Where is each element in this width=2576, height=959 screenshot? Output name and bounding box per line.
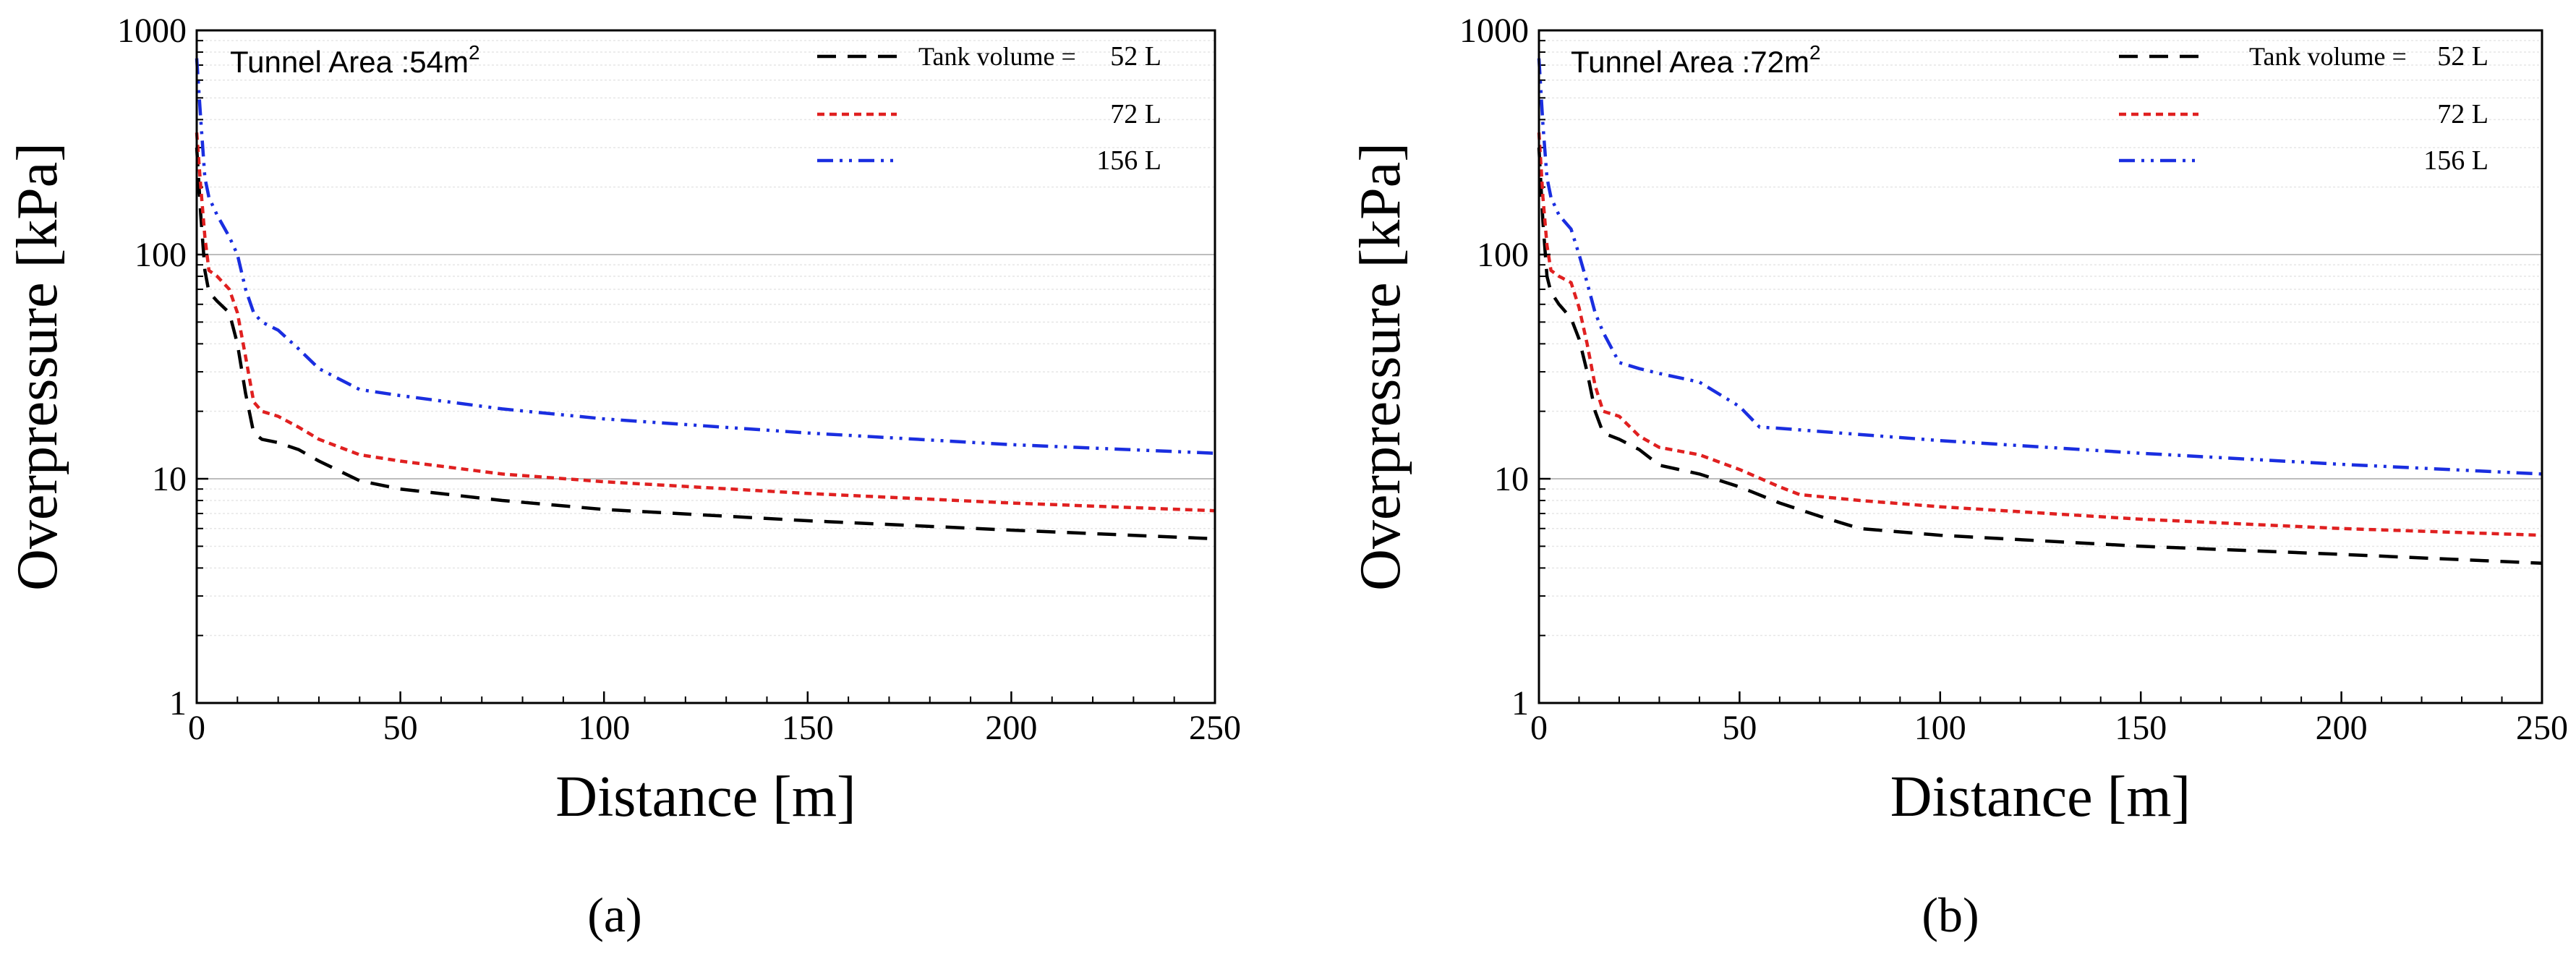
tunnel-area-annotation: Tunnel Area :54m2 <box>230 41 480 79</box>
y-tick-label: 1 <box>1511 684 1529 723</box>
series-line-52l <box>195 147 1216 541</box>
x-tick-label: 250 <box>1189 709 1241 747</box>
legend-label: 72 L <box>2437 99 2488 129</box>
y-tick-label: 1000 <box>117 12 187 50</box>
legend-label: 156 L <box>2423 145 2488 176</box>
tunnel-area-text: Tunnel Area :54m <box>230 45 469 79</box>
tunnel-area-text: Tunnel Area :72m <box>1571 45 1809 79</box>
series-line-72l <box>195 132 1216 513</box>
plot-area <box>197 30 1215 703</box>
legend-label: 156 L <box>1096 145 1161 176</box>
x-tick-label: 50 <box>1722 709 1757 747</box>
tunnel-area-superscript: 2 <box>1809 41 1821 64</box>
y-tick-label: 1000 <box>1459 12 1529 50</box>
y-tick-label: 10 <box>1494 460 1529 498</box>
legend-label: 72 L <box>1110 99 1161 129</box>
chart-panel-a: 1 10 100 1000 0 50 100 150 200 250 Tunnel Area :54… <box>6 12 1241 942</box>
series-line-156l <box>195 58 1216 455</box>
y-tick-label: 100 <box>1477 236 1529 274</box>
x-tick-label: 200 <box>2316 709 2368 747</box>
x-tick-label: 0 <box>1530 709 1548 747</box>
y-tick-label: 10 <box>152 460 187 498</box>
panel-label: (a) <box>587 887 641 942</box>
y-axis-title: Overpressure [kPa] <box>1349 142 1412 591</box>
x-axis-title: Distance [m] <box>1890 765 2191 829</box>
x-axis-title: Distance [m] <box>555 765 856 829</box>
x-tick-label: 250 <box>2516 709 2568 747</box>
y-tick-label: 100 <box>135 236 187 274</box>
plot-frame <box>1538 29 2543 704</box>
x-tick-label: 50 <box>383 709 418 747</box>
plot-area <box>1539 30 2542 703</box>
plot-frame <box>195 29 1216 704</box>
y-axis-title: Overpressure [kPa] <box>6 142 69 591</box>
legend-title: Tank volume = <box>918 42 1076 71</box>
legend-title: Tank volume = <box>2249 42 2407 71</box>
legend-label: 52 L <box>1110 41 1161 72</box>
series-line-72l <box>1537 132 2543 537</box>
x-tick-label: 100 <box>578 709 630 747</box>
panel-label: (b) <box>1922 887 1979 942</box>
x-tick-label: 0 <box>188 709 205 747</box>
series-line-156l <box>1537 58 2543 476</box>
tunnel-area-annotation: Tunnel Area :72m2 <box>1571 41 1821 79</box>
x-tick-label: 150 <box>782 709 834 747</box>
x-tick-label: 150 <box>2115 709 2167 747</box>
legend-label: 52 L <box>2437 41 2488 72</box>
x-tick-label: 100 <box>1914 709 1966 747</box>
chart-panel-b: 1 10 100 1000 0 50 100 150 200 250 Tunnel Area :72… <box>1349 12 2568 942</box>
tunnel-area-superscript: 2 <box>469 41 480 64</box>
y-tick-label: 1 <box>169 684 187 723</box>
series-line-52l <box>1537 147 2543 566</box>
x-tick-label: 200 <box>985 709 1037 747</box>
